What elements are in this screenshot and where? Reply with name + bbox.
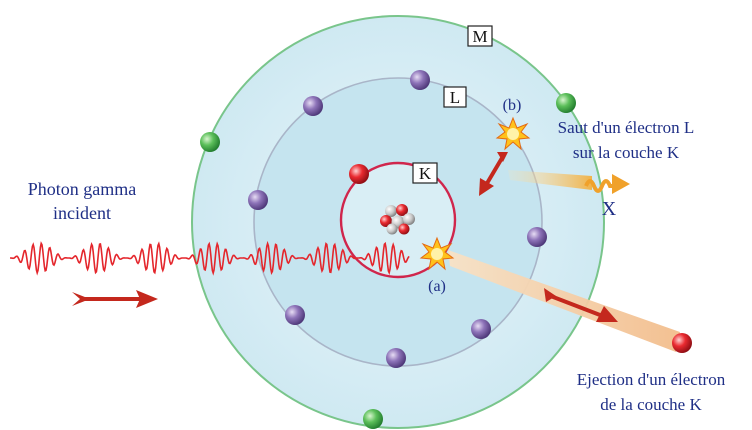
jump-label: Saut d'un électron L: [558, 118, 695, 137]
svg-text:K: K: [419, 164, 432, 183]
ejection-label-2: de la couche K: [600, 395, 702, 414]
electron-l: [248, 190, 268, 210]
spark-icon: [495, 116, 531, 151]
electron-m-bottom: [363, 409, 383, 429]
jump-arrow-icon: [479, 152, 508, 196]
xray-beam: [508, 170, 592, 190]
ejected-electron: [672, 333, 692, 353]
shell-label-k: K: [412, 162, 438, 184]
electron-l: [527, 227, 547, 247]
electron-m-left: [200, 132, 220, 152]
gamma-wave-icon: [10, 240, 410, 276]
electron-l: [386, 348, 406, 368]
svg-text:M: M: [472, 27, 487, 46]
ejection-label: Ejection d'un électron: [577, 370, 726, 389]
electron-k: [349, 164, 369, 184]
photon-label: Photon gamma: [28, 179, 137, 199]
electron-l: [410, 70, 430, 90]
xray-label: X: [602, 198, 617, 220]
shell-label-m: M: [467, 25, 493, 47]
event-b-label: (b): [503, 97, 522, 114]
electron-l: [471, 319, 491, 339]
shell-label-l: L: [443, 86, 467, 108]
jump-label-2: sur la couche K: [573, 143, 680, 162]
electron-l: [303, 96, 323, 116]
electron-l: [285, 305, 305, 325]
electron-m-right: [556, 93, 576, 113]
svg-text:L: L: [450, 88, 460, 107]
nucleus-icon: [380, 204, 415, 235]
xray-wave-icon: [584, 179, 616, 193]
spark-icon: [419, 236, 455, 271]
event-a-label: (a): [428, 278, 446, 295]
photon-label-2: incident: [53, 203, 111, 223]
incident-arrow-icon: [72, 290, 158, 308]
ejection-arrow-icon: [544, 288, 618, 322]
xray-arrow-icon: [612, 174, 630, 194]
